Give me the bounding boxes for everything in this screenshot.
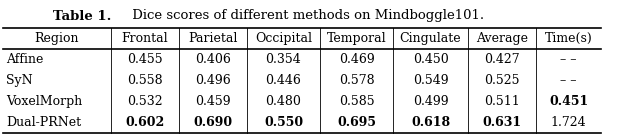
Text: 0.451: 0.451	[549, 95, 588, 108]
Text: Region: Region	[35, 32, 79, 45]
Text: 0.446: 0.446	[266, 74, 301, 87]
Text: 0.406: 0.406	[195, 53, 231, 66]
Text: Cingulate: Cingulate	[400, 32, 461, 45]
Text: 0.525: 0.525	[484, 74, 520, 87]
Text: 0.549: 0.549	[413, 74, 448, 87]
Text: 0.558: 0.558	[127, 74, 163, 87]
Text: Time(s): Time(s)	[545, 32, 593, 45]
Text: 1.724: 1.724	[550, 116, 586, 129]
Text: 0.354: 0.354	[266, 53, 301, 66]
Text: Temporal: Temporal	[326, 32, 387, 45]
Text: Dice scores of different methods on Mindboggle101.: Dice scores of different methods on Mind…	[128, 9, 484, 22]
Text: Average: Average	[476, 32, 528, 45]
Text: 0.618: 0.618	[411, 116, 450, 129]
Text: Affine: Affine	[6, 53, 44, 66]
Text: 0.578: 0.578	[339, 74, 374, 87]
Text: Table 1.: Table 1.	[52, 9, 111, 22]
Text: Occipital: Occipital	[255, 32, 312, 45]
Text: Frontal: Frontal	[122, 32, 168, 45]
Text: 0.585: 0.585	[339, 95, 374, 108]
Text: 0.427: 0.427	[484, 53, 520, 66]
Text: 0.480: 0.480	[266, 95, 301, 108]
Text: 0.455: 0.455	[127, 53, 163, 66]
Text: 0.469: 0.469	[339, 53, 374, 66]
Text: SyN: SyN	[6, 74, 33, 87]
Text: Parietal: Parietal	[188, 32, 237, 45]
Text: 0.532: 0.532	[127, 95, 163, 108]
Text: – –: – –	[560, 53, 577, 66]
Text: 0.459: 0.459	[195, 95, 231, 108]
Text: 0.695: 0.695	[337, 116, 376, 129]
Text: VoxelMorph: VoxelMorph	[6, 95, 83, 108]
Text: 0.496: 0.496	[195, 74, 231, 87]
Text: 0.511: 0.511	[484, 95, 520, 108]
Text: – –: – –	[560, 74, 577, 87]
Text: 0.550: 0.550	[264, 116, 303, 129]
Text: 0.690: 0.690	[193, 116, 232, 129]
Text: 0.602: 0.602	[125, 116, 164, 129]
Text: 0.631: 0.631	[483, 116, 522, 129]
Text: Dual-PRNet: Dual-PRNet	[6, 116, 81, 129]
Text: 0.499: 0.499	[413, 95, 448, 108]
Text: 0.450: 0.450	[413, 53, 449, 66]
